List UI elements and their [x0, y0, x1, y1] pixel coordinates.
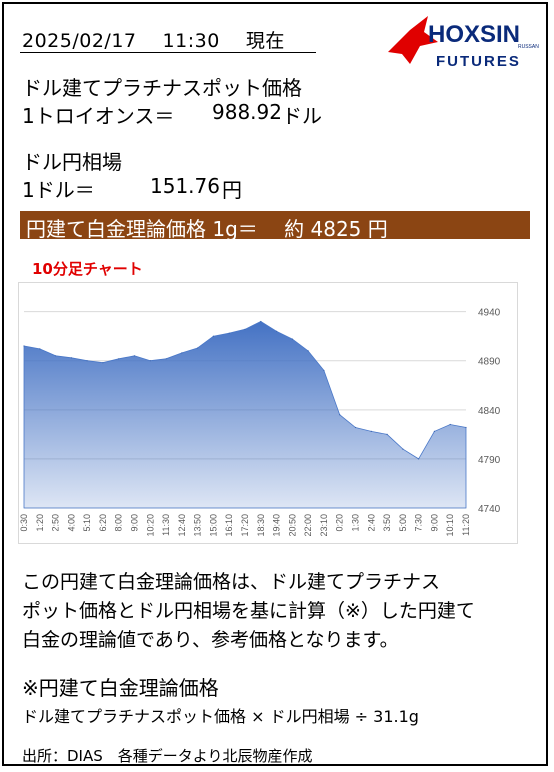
chart-x-ticks: 0:30 1:20 2:50 4:00 5:10 6:20 8:00 9:00 10:20 11:…	[19, 514, 471, 537]
description-line-1: この円建て白金理論価格は、ドル建てプラチナス	[22, 571, 441, 593]
platinum-value: 988.92	[212, 100, 282, 124]
price-chart: 4740 4790 4840 4890 4940 0:30 1:20 2:50 4:00 5:1…	[18, 282, 518, 544]
x-tick-label: 9:00	[429, 514, 439, 532]
data-point	[181, 352, 183, 354]
data-point	[370, 430, 372, 432]
data-point	[149, 360, 151, 362]
x-tick-label: 5:10	[82, 514, 92, 532]
formula-title: ※円建て白金理論価格	[22, 676, 219, 700]
description-line-2: ポット価格とドル円相場を基に計算（※）した円建て	[22, 600, 475, 622]
data-point	[244, 328, 246, 330]
data-point	[291, 338, 293, 340]
data-point	[418, 458, 420, 460]
x-tick-label: 12:40	[177, 514, 187, 537]
data-point	[354, 426, 357, 429]
data-point	[70, 357, 72, 359]
x-tick-label: 16:10	[224, 514, 234, 537]
x-tick-label: 11:20	[461, 514, 471, 536]
y-tick-label: 4790	[478, 455, 501, 466]
fx-label: ドル円相場	[22, 150, 122, 174]
data-point	[276, 330, 278, 332]
page-frame	[2, 2, 548, 766]
data-point	[102, 362, 104, 364]
x-tick-label: 1:20	[35, 514, 45, 532]
x-tick-label: 2:50	[51, 514, 61, 532]
theoretical-price-banner: 円建て白金理論価格 1g＝ 約 4825 円	[20, 211, 530, 241]
description-line-3: 白金の理論値であり、参考価格となります。	[22, 629, 399, 651]
series-area	[23, 321, 467, 509]
platinum-label: ドル建てプラチナスポット価格	[22, 76, 302, 100]
x-tick-label: 13:50	[193, 514, 203, 537]
x-tick-label: 17:20	[240, 514, 250, 537]
x-tick-label: 22:00	[303, 514, 313, 537]
x-tick-label: 5:00	[398, 514, 408, 532]
x-tick-label: 15:00	[208, 514, 218, 537]
platinum-unit-label: 1トロイオンス＝	[22, 104, 175, 128]
y-tick-label: 4840	[478, 406, 501, 417]
data-point	[260, 320, 262, 323]
x-tick-label: 19:40	[272, 514, 282, 537]
x-tick-label: 1:30	[351, 514, 361, 532]
chart-border	[18, 282, 518, 544]
x-tick-label: 9:00	[130, 514, 140, 532]
x-tick-label: 4:00	[66, 514, 76, 532]
timestamp: 2025/02/17 11:30 現在	[22, 30, 285, 52]
data-point	[23, 345, 25, 347]
data-point	[212, 335, 214, 337]
chart-area-series	[23, 320, 467, 509]
data-point	[228, 332, 230, 334]
x-tick-label: 7:30	[414, 514, 424, 532]
x-tick-label: 18:30	[256, 514, 266, 537]
fx-value: 151.76	[150, 174, 220, 198]
data-point	[86, 360, 88, 362]
data-point	[449, 423, 451, 426]
x-tick-label: 10:10	[445, 514, 455, 537]
data-point	[307, 350, 309, 352]
data-point	[433, 430, 435, 432]
data-point	[339, 414, 341, 416]
hoxsin-logo: HOXSIN RUSSAN FUTURES	[388, 16, 539, 70]
x-tick-label: 3:50	[382, 514, 392, 532]
theoretical-price-text: 円建て白金理論価格 1g＝ 約 4825 円	[26, 217, 388, 241]
x-tick-label: 11:30	[161, 514, 171, 536]
y-tick-label: 4890	[478, 357, 501, 368]
x-tick-label: 2:40	[366, 514, 376, 532]
logo-mark	[388, 16, 438, 64]
data-point	[39, 348, 41, 350]
logo-small-text: RUSSAN	[518, 44, 539, 50]
x-tick-label: 0:30	[19, 514, 29, 532]
fx-unit-label: 1ドル＝	[22, 178, 95, 202]
x-tick-label: 6:20	[98, 514, 108, 532]
logo-main-text: HOXSIN	[428, 21, 520, 48]
y-tick-label: 4740	[478, 504, 501, 515]
y-tick-label: 4940	[478, 308, 501, 319]
x-tick-label: 10:20	[145, 514, 155, 537]
data-point	[402, 448, 404, 450]
x-tick-label: 23:10	[319, 514, 329, 537]
data-point	[323, 369, 325, 372]
data-point	[118, 358, 120, 360]
timestamp-underline	[20, 52, 316, 53]
fx-currency: 円	[222, 178, 242, 202]
platinum-currency: ドル	[282, 104, 322, 128]
x-tick-label: 8:00	[114, 514, 124, 532]
chart-title: 10分足チャート	[32, 260, 143, 278]
formula-expression: ドル建てプラチナスポット価格 × ドル円相場 ÷ 31.1g	[22, 707, 419, 726]
x-tick-label: 20:50	[287, 514, 297, 537]
data-point	[55, 355, 57, 357]
x-tick-label: 0:20	[335, 514, 345, 532]
data-point	[133, 355, 136, 357]
data-point	[465, 426, 467, 429]
logo-sub-text: FUTURES	[436, 53, 521, 70]
data-point	[197, 347, 199, 349]
data-point	[386, 433, 388, 435]
data-point	[165, 358, 167, 360]
source-note: 出所：DIAS 各種データより北辰物産作成	[22, 747, 313, 765]
chart-y-ticks: 4740 4790 4840 4890 4940	[478, 308, 501, 515]
